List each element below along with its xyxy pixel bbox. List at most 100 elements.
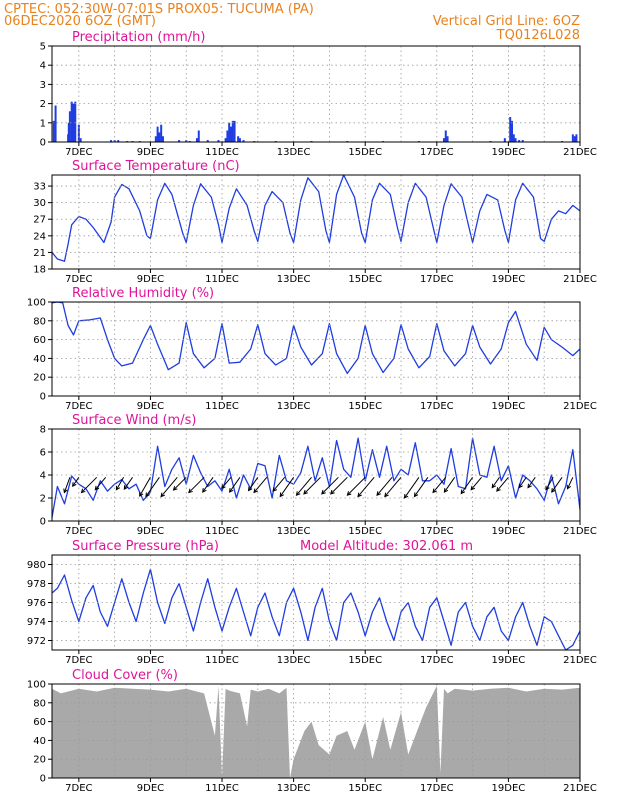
cloud-area bbox=[52, 685, 580, 778]
panel-pressure: Surface Pressure (hPa) Model Altitude: 30… bbox=[27, 539, 597, 666]
cloud-xtick-label: 7DEC bbox=[65, 783, 92, 794]
precipitation-bar bbox=[224, 138, 227, 142]
precipitation-bar bbox=[226, 130, 229, 142]
wind-arrow bbox=[248, 477, 259, 491]
precipitation-bar bbox=[242, 140, 245, 142]
humidity-xtick-label: 15DEC bbox=[348, 401, 382, 412]
wind-arrow bbox=[279, 477, 295, 497]
precipitation-xtick-label: 11DEC bbox=[205, 147, 239, 158]
wind-arrow-head bbox=[123, 485, 129, 490]
panel-temperature: Surface Temperature (nC) 18 21 24 27 30 33 7DEC… bbox=[33, 159, 597, 285]
wind-arrow-head bbox=[566, 484, 572, 490]
humidity-ytick-label: 40 bbox=[33, 354, 46, 365]
precipitation-bar bbox=[446, 136, 449, 142]
wind-arrow-head bbox=[432, 488, 437, 494]
precipitation-frame bbox=[51, 45, 581, 143]
wind-arrow-head bbox=[202, 488, 207, 493]
precipitation-bar bbox=[228, 122, 231, 142]
chart-panels: Precipitation (mm/h) 0 1 2 3 4 5 7DEC 9DEC 11DEC 1… bbox=[27, 30, 597, 794]
precipitation-bar bbox=[514, 138, 517, 142]
wind-arrow bbox=[145, 477, 160, 497]
precipitation-title: Precipitation (mm/h) bbox=[72, 30, 205, 45]
precipitation-bar bbox=[195, 138, 198, 142]
wind-arrow bbox=[460, 477, 474, 494]
wind-arrow-head bbox=[551, 488, 556, 493]
precipitation-ytick-label: 3 bbox=[40, 80, 46, 91]
precipitation-bar bbox=[510, 120, 513, 142]
precipitation-bar bbox=[573, 136, 576, 142]
temperature-ytick-label: 18 bbox=[33, 265, 46, 276]
precipitation-bar bbox=[512, 134, 515, 142]
wind-arrow-head bbox=[403, 493, 409, 499]
wind-arrow bbox=[518, 477, 527, 488]
precipitation-xtick-label: 17DEC bbox=[420, 147, 454, 158]
cloud-ytick-label: 80 bbox=[33, 698, 46, 709]
wind-arrow bbox=[545, 477, 554, 491]
header-model-id: TQ0126L028 bbox=[496, 28, 580, 43]
wind-arrow bbox=[496, 476, 509, 492]
wind-arrow-head bbox=[172, 486, 178, 491]
cloud-ytick-label: 0 bbox=[40, 774, 46, 785]
panel-precipitation: Precipitation (mm/h) 0 1 2 3 4 5 7DEC 9DEC 11DEC 1… bbox=[40, 30, 597, 158]
precipitation-bar bbox=[74, 101, 77, 142]
pressure-annotation: Model Altitude: 302.061 m bbox=[300, 539, 473, 554]
wind-arrow bbox=[432, 476, 447, 493]
temperature-xtick-label: 7DEC bbox=[65, 274, 92, 285]
wind-arrow bbox=[567, 477, 574, 489]
temperature-xtick-label: 19DEC bbox=[492, 274, 526, 285]
precipitation-bar bbox=[503, 138, 506, 142]
precipitation-xtick-label: 19DEC bbox=[492, 147, 526, 158]
wind-arrow bbox=[221, 476, 232, 489]
wind-arrow-head bbox=[94, 485, 100, 491]
humidity-ytick-label: 20 bbox=[33, 373, 46, 384]
precipitation-bar bbox=[117, 140, 120, 142]
wind-arrow-head bbox=[491, 483, 497, 489]
wind-title: Surface Wind (m/s) bbox=[72, 413, 196, 428]
precipitation-ytick-label: 5 bbox=[40, 42, 46, 53]
wind-arrow bbox=[527, 477, 536, 488]
wind-arrow bbox=[202, 477, 214, 493]
precipitation-bar bbox=[444, 130, 447, 142]
precipitation-bar bbox=[158, 132, 161, 142]
wind-arrow bbox=[72, 477, 80, 487]
wind-frame bbox=[51, 428, 581, 522]
temperature-ytick-label: 30 bbox=[33, 198, 46, 209]
cloud-ytick-label: 40 bbox=[33, 736, 46, 747]
cloud-xtick-label: 21DEC bbox=[563, 783, 597, 794]
wind-arrow-head bbox=[470, 485, 476, 491]
temperature-xtick-label: 9DEC bbox=[137, 274, 164, 285]
precipitation-bar bbox=[67, 122, 70, 142]
precipitation-bar bbox=[52, 120, 55, 142]
wind-arrow bbox=[115, 477, 125, 491]
wind-arrow-head bbox=[253, 488, 258, 494]
pressure-xtick-label: 17DEC bbox=[420, 655, 454, 666]
wind-arrow-head bbox=[321, 489, 326, 495]
cloud-ytick-label: 100 bbox=[27, 680, 46, 691]
precipitation-bar bbox=[237, 136, 240, 142]
pressure-xtick-label: 7DEC bbox=[65, 655, 92, 666]
wind-xtick-label: 19DEC bbox=[492, 526, 526, 537]
wind-xtick-label: 15DEC bbox=[348, 526, 382, 537]
precipitation-bar bbox=[77, 124, 80, 142]
cloud-xtick-label: 15DEC bbox=[348, 783, 382, 794]
wind-arrow bbox=[188, 476, 205, 493]
pressure-xtick-label: 19DEC bbox=[492, 655, 526, 666]
wind-arrow-head bbox=[160, 492, 165, 498]
precipitation-bar bbox=[442, 138, 445, 142]
humidity-xtick-label: 11DEC bbox=[205, 401, 239, 412]
precipitation-bar bbox=[575, 134, 578, 142]
wind-arrow-head bbox=[63, 488, 68, 494]
wind-arrow bbox=[357, 476, 375, 497]
humidity-xtick-label: 7DEC bbox=[65, 401, 92, 412]
precipitation-bar bbox=[217, 140, 220, 142]
pressure-xtick-label: 11DEC bbox=[205, 655, 239, 666]
wind-ytick-label: 8 bbox=[40, 425, 46, 436]
cloud-xtick-label: 13DEC bbox=[277, 783, 311, 794]
precipitation-bar bbox=[54, 105, 57, 142]
wind-arrow-head bbox=[496, 487, 501, 492]
wind-arrow-head bbox=[527, 483, 532, 489]
wind-arrow-head bbox=[357, 492, 362, 498]
precipitation-bar bbox=[571, 134, 574, 142]
wind-arrow bbox=[253, 476, 268, 493]
precipitation-bar bbox=[178, 140, 181, 142]
